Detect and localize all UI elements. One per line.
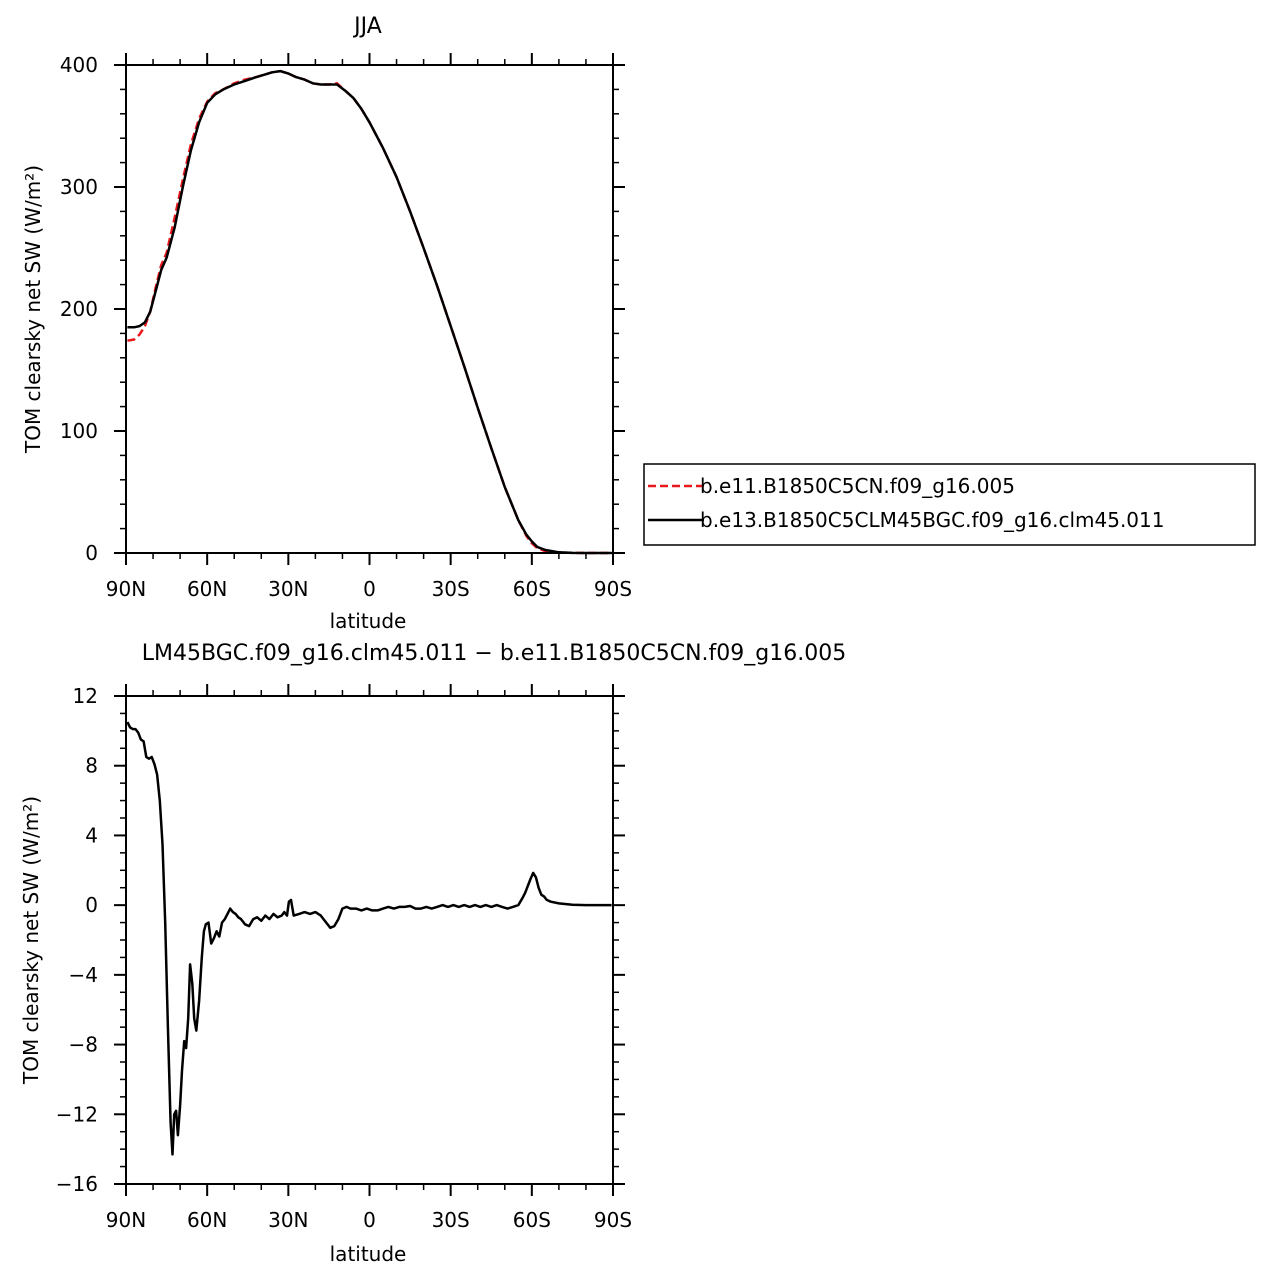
bottom-chart-y-tick-label: 0 (85, 893, 98, 917)
bottom-chart-x-tick-label: 0 (363, 1208, 376, 1232)
top-chart-y-tick-label: 0 (85, 541, 98, 565)
bottom-chart-x-axis-title: latitude (330, 1242, 407, 1266)
bottom-chart-y-tick-label: −16 (56, 1172, 98, 1196)
bottom-chart-y-tick-label: −8 (69, 1033, 98, 1057)
top-chart-y-tick-label: 200 (60, 297, 98, 321)
bottom-chart-x-tick-label: 90S (594, 1208, 632, 1232)
bottom-chart-x-tick-label: 60N (187, 1208, 227, 1232)
bottom-chart-y-axis-title: TOM clearsky net SW (W/m²) (19, 796, 43, 1085)
top-chart-x-tick-label: 0 (363, 577, 376, 601)
legend-label-series-1: b.e11.B1850C5CN.f09_g16.005 (700, 474, 1015, 498)
bottom-chart-y-tick-label: −4 (69, 963, 98, 987)
bottom-chart: LM45BGC.f09_g16.clm45.011 − b.e11.B1850C… (19, 641, 846, 1266)
bottom-chart-series-line-1 (126, 721, 612, 1156)
top-chart-x-tick-label: 60N (187, 577, 227, 601)
bottom-chart-title: LM45BGC.f09_g16.clm45.011 − b.e11.B1850C… (142, 641, 846, 666)
bottom-chart-y-tick-label: 8 (85, 754, 98, 778)
top-chart-x-tick-label: 60S (513, 577, 551, 601)
top-chart-x-tick-label: 90S (594, 577, 632, 601)
legend-box (643, 463, 1256, 546)
top-chart-title: JJA (352, 14, 382, 39)
bottom-chart-x-tick-label: 60S (513, 1208, 551, 1232)
legend: b.e11.B1850C5CN.f09_g16.005 b.e13.B1850C… (643, 463, 1256, 546)
top-chart-plot-area: 90N 60N 30N 0 30S 60S 90S 0 100 200 300 400 (60, 53, 632, 601)
top-chart-x-tick-label: 90N (106, 577, 146, 601)
top-chart-y-tick-label: 400 (60, 53, 98, 77)
bottom-chart-plot-area: 90N 60N 30N 0 30S 60S 90S −16 −12 −8 −4 0 4 8 12 (56, 684, 632, 1232)
top-chart: JJA 90N 60N 30N 0 30S 60S 90S 0 100 200 300 400 lat… (21, 14, 1256, 633)
bottom-chart-x-tick-label: 30N (268, 1208, 308, 1232)
top-chart-y-tick-label: 100 (60, 419, 98, 443)
top-chart-y-tick-label: 300 (60, 175, 98, 199)
top-chart-x-tick-label: 30N (268, 577, 308, 601)
bottom-chart-x-tick-label: 30S (432, 1208, 470, 1232)
bottom-chart-y-tick-label: −12 (56, 1102, 98, 1126)
bottom-chart-y-tick-label: 4 (85, 823, 98, 847)
bottom-chart-x-tick-label: 90N (106, 1208, 146, 1232)
bottom-chart-y-tick-label: 12 (73, 684, 98, 708)
legend-label-series-2: b.e13.B1850C5CLM45BGC.f09_g16.clm45.011 (700, 508, 1164, 532)
top-chart-y-axis-title: TOM clearsky net SW (W/m²) (21, 165, 45, 454)
top-chart-x-axis-title: latitude (330, 609, 407, 633)
top-chart-series-line-2 (127, 69, 612, 555)
top-chart-x-tick-label: 30S (432, 577, 470, 601)
